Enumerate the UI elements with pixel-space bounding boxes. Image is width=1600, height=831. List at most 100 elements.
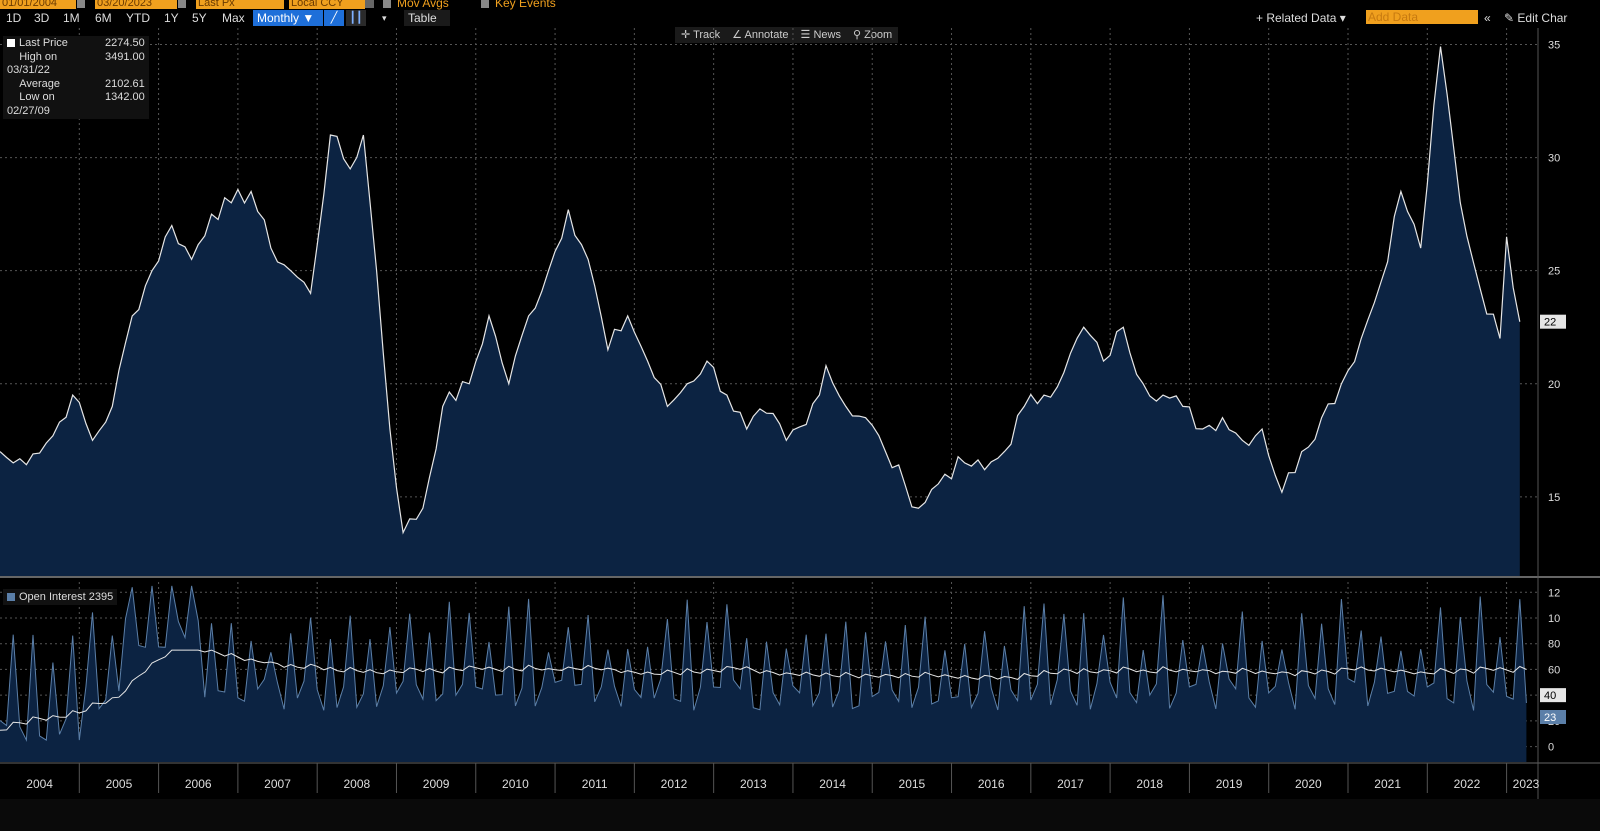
x-tick-label: 2008 — [343, 777, 370, 791]
key-events-checkbox[interactable] — [481, 0, 489, 8]
period-1y-button[interactable]: 1Y — [164, 11, 179, 25]
related-data-button[interactable]: + Related Data ▾ — [1256, 11, 1346, 25]
price-y-tick-label: 30 — [1548, 153, 1560, 165]
calendar-icon[interactable] — [178, 0, 186, 8]
open-interest-swatch — [7, 593, 15, 602]
x-tick-label: 2013 — [740, 777, 767, 791]
start-date-field[interactable]: 01/01/2004 — [0, 0, 76, 9]
low-value: 1342.00 — [105, 91, 145, 103]
last-price-badge-bg — [1540, 314, 1566, 329]
last-price-label: Last Price — [19, 37, 68, 49]
bottom-panel-strip — [0, 799, 1600, 831]
oi-y-tick-label: 80 — [1548, 639, 1560, 651]
table-button[interactable]: Table — [404, 10, 450, 26]
period-6m-button[interactable]: 6M — [95, 11, 112, 25]
pencil-icon: ✎ — [1504, 11, 1518, 25]
x-tick-label: 2007 — [264, 777, 291, 791]
currency-dropdown-icon[interactable] — [365, 0, 374, 8]
x-tick-label: 2014 — [819, 777, 846, 791]
x-tick-label: 2017 — [1057, 777, 1084, 791]
news-label: News — [813, 29, 841, 41]
annotate-label: Annotate — [744, 29, 789, 41]
x-tick-label: 2023 — [1513, 777, 1540, 791]
line-chart-icon[interactable]: ╱ — [324, 10, 344, 26]
x-tick-label: 2010 — [502, 777, 529, 791]
frequency-select[interactable]: Monthly ▼ — [253, 10, 323, 26]
oi-y-tick-label: 10 — [1548, 613, 1560, 625]
period-max-button[interactable]: Max — [222, 11, 245, 25]
add-data-input[interactable]: Add Data — [1366, 10, 1478, 24]
period-ytd-button[interactable]: YTD — [126, 11, 150, 25]
price-chart[interactable]: 2004 2005 2006 2007 2008 2009 2010 2011 2012 2013… — [0, 0, 1600, 799]
price-area — [0, 46, 1520, 577]
annotate-tool[interactable]: ∠ Annotate — [732, 27, 788, 43]
collapse-icon[interactable]: « — [1484, 11, 1491, 25]
oi-y-tick-label: 0 — [1548, 742, 1554, 754]
price-y-tick-label: 15 — [1548, 492, 1560, 504]
last-price-badge: 22 — [1540, 314, 1566, 329]
news-tool[interactable]: ☰ News — [801, 27, 841, 43]
open-interest-value: 2395 — [88, 591, 114, 603]
average-value: 2102.61 — [105, 77, 145, 90]
key-events-label: Key Events — [495, 0, 556, 10]
magnifier-icon: ⚲ — [852, 29, 865, 41]
news-icon: ☰ — [800, 29, 814, 41]
mov-avgs-label: Mov Avgs — [397, 0, 449, 10]
x-tick-label: 2009 — [423, 777, 450, 791]
x-tick-label: 2005 — [106, 777, 133, 791]
edit-chart-label: Edit Char — [1517, 11, 1568, 25]
edit-chart-button[interactable]: ✎ Edit Char — [1500, 10, 1571, 26]
end-date-field[interactable]: 03/20/2023 — [95, 0, 177, 9]
last-price-swatch — [7, 39, 15, 48]
high-label: High on 03/31/22 — [7, 50, 58, 77]
x-tick-label: 2019 — [1216, 777, 1243, 791]
oi-last-badge-bg — [1540, 710, 1566, 724]
oi-last-badge-text: 23 — [1544, 712, 1556, 724]
currency-select[interactable]: Local CCY — [289, 0, 365, 9]
zoom-tool[interactable]: ⚲ Zoom — [853, 27, 892, 43]
x-tick-label: 2012 — [661, 777, 688, 791]
x-tick-label: 2016 — [978, 777, 1005, 791]
price-line — [0, 46, 1521, 535]
price-legend: Last Price 2274.50 High on 03/31/22 3491.0… — [3, 36, 149, 119]
chart-toolbar: ✛ Track ∠ Annotate ☰ News ⚲ Zoom — [675, 27, 899, 43]
chart-type-dropdown-icon[interactable]: ▾ — [382, 13, 387, 23]
low-label: Low on 02/27/09 — [7, 91, 55, 117]
oi-last-badge: 23 — [1540, 710, 1566, 724]
x-tick-label: 2021 — [1374, 777, 1401, 791]
crosshair-icon: ✛ — [681, 29, 694, 41]
x-tick-label: 2018 — [1136, 777, 1163, 791]
oi-y-tick-label: 60 — [1548, 664, 1560, 676]
mov-avgs-checkbox[interactable] — [383, 0, 391, 8]
price-y-tick-label: 20 — [1548, 379, 1560, 391]
price-y-tick-label: 25 — [1548, 266, 1560, 278]
calendar-icon[interactable] — [77, 0, 85, 8]
oi-ma-badge-bg — [1540, 688, 1566, 703]
open-interest-area — [0, 585, 1527, 762]
last-price-badge-text: 22 — [1544, 317, 1556, 329]
x-tick-label: 2006 — [185, 777, 212, 791]
oi-y-tick-label: 12 — [1548, 587, 1560, 599]
period-3d-button[interactable]: 3D — [34, 11, 50, 25]
bar-chart-icon[interactable]: ┃┃ — [346, 10, 366, 26]
oi-ma-badge: 40 — [1540, 688, 1566, 703]
price-y-tick-label: 35 — [1548, 40, 1560, 52]
high-value: 3491.00 — [105, 50, 145, 63]
x-tick-label: 2011 — [582, 777, 608, 791]
zoom-label: Zoom — [864, 29, 893, 41]
price-field-select[interactable]: Last Px — [196, 0, 284, 9]
oi-ma-badge-text: 40 — [1544, 690, 1556, 702]
pen-icon: ∠ — [732, 29, 745, 41]
x-tick-label: 2004 — [26, 777, 53, 791]
last-price-value: 2274.50 — [105, 37, 145, 49]
chart-axes: 2004 2005 2006 2007 2008 2009 2010 2011 2012 2013… — [0, 28, 1600, 799]
header-strip: 01/01/2004 03/20/2023 Last Px Local CCY … — [0, 0, 1600, 10]
period-1m-button[interactable]: 1M — [63, 11, 80, 25]
open-interest-label: Open Interest — [19, 591, 86, 603]
open-interest-line — [0, 585, 1527, 742]
period-5y-button[interactable]: 5Y — [192, 11, 207, 25]
x-tick-label: 2015 — [899, 777, 926, 791]
period-1d-button[interactable]: 1D — [6, 11, 22, 25]
average-label: Average — [19, 77, 61, 90]
open-interest-moving-average — [0, 649, 1527, 731]
